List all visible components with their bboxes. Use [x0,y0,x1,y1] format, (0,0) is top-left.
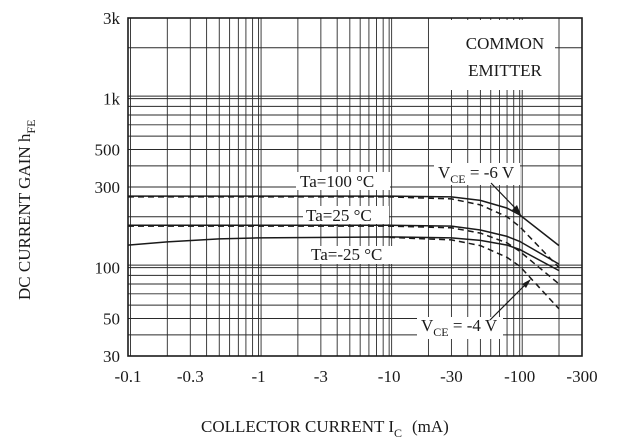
y-tick-label: 1k [103,90,121,109]
label-bg-ta100 [296,172,390,190]
series-line-vce6-4 [127,236,560,272]
tick-labels: -0.1 -0.3 -1 -3 -10 -30 -100 -300 30 50 100 300 500 1… [95,9,598,386]
x-tick-label: -1 [251,367,265,386]
vce-6-label: VCE = -6 V [438,163,515,186]
conditions-line-2: EMITTER [468,61,542,80]
y-tick-label: 100 [95,259,121,278]
conditions-line-1: COMMON [466,34,544,53]
curve-label-ta25: Ta=25 °C [306,206,372,225]
series-line-vce4-5 [389,236,560,310]
y-tick-label: 30 [103,347,120,366]
series-line-vce6-0 [128,195,560,247]
label-bg-ta-25 [308,246,394,264]
label-bg-ta25 [303,206,389,224]
vce-4-arrowhead [522,279,531,288]
y-axis-label: DC CURRENT GAIN hFE [15,120,38,300]
series-lines [127,195,560,310]
y-tick-label: 3k [103,9,121,28]
y-tick-label: 500 [95,141,121,160]
x-tick-label: -100 [504,367,535,386]
label-bg-vce4 [417,317,503,339]
vce-4-label: VCE = -4 V [421,316,498,339]
label-bg-vce6 [434,163,520,185]
conditions-box [429,20,555,90]
vce-6-arrowhead [512,205,521,215]
series-line-vce6-2 [128,224,560,265]
curve-label-ta100: Ta=100 °C [300,172,374,191]
x-tick-label: -0.1 [115,367,142,386]
series-line-vce4-1 [128,196,560,269]
y-tick-label: 300 [95,178,121,197]
x-tick-label: -300 [566,367,597,386]
vce-6-arrow [490,182,520,213]
series-line-vce4-3 [128,225,560,285]
vce-4-arrow [489,281,529,321]
x-tick-label: -10 [378,367,401,386]
curve-label-ta-25: Ta=-25 °C [311,245,382,264]
y-tick-label: 50 [103,310,120,329]
x-tick-label: -0.3 [177,367,204,386]
x-tick-label: -3 [314,367,328,386]
x-tick-label: -30 [440,367,463,386]
x-axis-label: COLLECTOR CURRENT IC (mA) [201,417,449,440]
plot-frame [127,17,583,357]
